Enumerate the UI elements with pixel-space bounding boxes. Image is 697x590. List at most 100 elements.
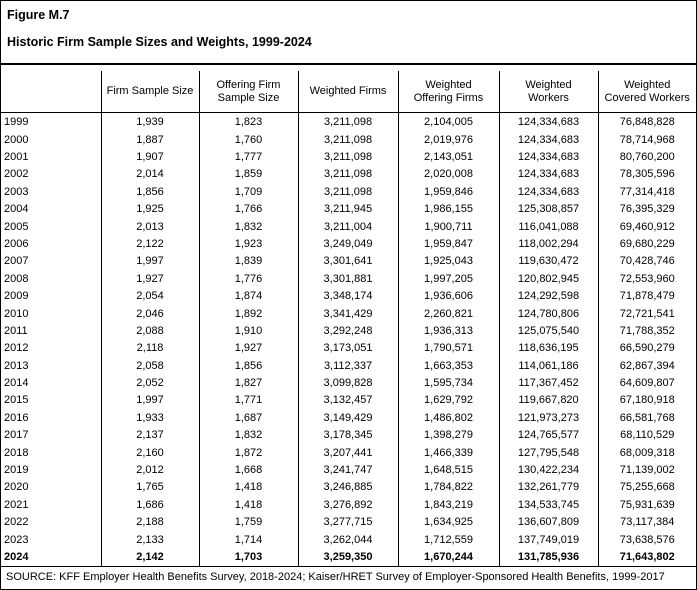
table-header: Firm Sample Size Offering Firm Sample Siz… [1, 70, 696, 114]
year-cell: 2021 [4, 498, 29, 511]
value-cell: 68,110,529 [597, 426, 696, 444]
value-cell: 2,052 [100, 374, 199, 392]
value-cell: 1,832 [198, 426, 298, 444]
value-cell: 125,075,540 [498, 322, 598, 340]
value-cell: 1,923 [198, 235, 298, 253]
value-cell: 1,925 [100, 200, 199, 218]
column-header: Weighted Workers [498, 70, 598, 114]
value-cell: 134,533,745 [498, 496, 598, 514]
value-cell: 3,301,641 [297, 252, 398, 271]
value-cell: 124,334,683 [498, 165, 598, 184]
value-cell: 70,428,746 [597, 252, 696, 271]
value-cell: 71,139,002 [597, 461, 696, 479]
value-cell: 77,314,418 [597, 183, 696, 201]
value-cell: 3,207,441 [297, 443, 398, 462]
table-body: 1999 1,939 1,823 3,211,098 2,104,005 124,334,… [1, 112, 696, 567]
value-cell: 3,211,945 [297, 200, 398, 218]
year-cell: 2008 [4, 272, 29, 285]
value-cell: 1,777 [198, 148, 298, 166]
value-cell: 1,687 [198, 409, 298, 427]
column-header: Firm Sample Size [100, 70, 199, 114]
value-cell: 71,643,802 [597, 548, 696, 567]
value-cell: 1,760 [198, 130, 298, 149]
value-cell: 132,261,779 [498, 478, 598, 497]
value-cell: 3,241,747 [297, 461, 398, 479]
year-cell: 2006 [4, 237, 29, 250]
value-cell: 1,997 [100, 391, 199, 410]
value-cell: 2,020,008 [397, 165, 499, 184]
value-cell: 71,788,352 [597, 322, 696, 340]
value-cell: 69,460,912 [597, 217, 696, 236]
value-cell: 114,061,186 [498, 357, 598, 375]
value-cell: 124,334,683 [498, 130, 598, 149]
value-cell: 75,255,668 [597, 478, 696, 497]
year-cell: 1999 [4, 116, 29, 129]
value-cell: 1,418 [198, 478, 298, 497]
value-cell: 72,553,960 [597, 270, 696, 288]
value-cell: 3,211,098 [297, 112, 398, 131]
value-cell: 1,648,515 [397, 461, 499, 479]
value-cell: 1,936,313 [397, 322, 499, 340]
year-cell: 2017 [4, 429, 29, 442]
value-cell: 117,367,452 [498, 374, 598, 392]
value-cell: 71,878,479 [597, 287, 696, 305]
value-cell: 2,143,051 [397, 148, 499, 166]
value-cell: 1,910 [198, 322, 298, 340]
value-cell: 66,590,279 [597, 339, 696, 358]
table-row: 2009 2,054 1,874 3,348,174 1,936,606 124,292,… [1, 287, 696, 305]
value-cell: 120,802,945 [498, 270, 598, 288]
value-cell: 116,041,088 [498, 217, 598, 236]
table-row: 2012 2,118 1,927 3,173,051 1,790,571 118,636,… [1, 339, 696, 358]
value-cell: 3,348,174 [297, 287, 398, 305]
value-cell: 137,749,019 [498, 530, 598, 549]
value-cell: 78,305,596 [597, 165, 696, 184]
year-cell: 2001 [4, 151, 29, 164]
value-cell: 2,118 [100, 339, 199, 358]
table-row: 2001 1,907 1,777 3,211,098 2,143,051 124,334,… [1, 148, 696, 166]
year-cell: 2022 [4, 516, 29, 529]
source-note: SOURCE: KFF Employer Health Benefits Sur… [1, 566, 696, 589]
value-cell: 3,276,892 [297, 496, 398, 514]
table-row: 2002 2,014 1,859 3,211,098 2,020,008 124,334,… [1, 165, 696, 184]
value-cell: 64,609,807 [597, 374, 696, 392]
value-cell: 2,014 [100, 165, 199, 184]
value-cell: 2,122 [100, 235, 199, 253]
value-cell: 1,959,846 [397, 183, 499, 201]
table-row: 2013 2,058 1,856 3,112,337 1,663,353 114,061,… [1, 357, 696, 375]
table-row: 2016 1,933 1,687 3,149,429 1,486,802 121,973,… [1, 409, 696, 427]
table-row: 2011 2,088 1,910 3,292,248 1,936,313 125,075,… [1, 322, 696, 340]
value-cell: 1,703 [198, 548, 298, 567]
year-cell: 2003 [4, 185, 29, 198]
table-row: 2017 2,137 1,832 3,178,345 1,398,279 124,765,… [1, 426, 696, 444]
value-cell: 1,874 [198, 287, 298, 305]
value-cell: 136,607,809 [498, 513, 598, 531]
value-cell: 2,160 [100, 443, 199, 462]
value-cell: 118,002,294 [498, 235, 598, 253]
value-cell: 3,211,098 [297, 148, 398, 166]
value-cell: 1,986,155 [397, 200, 499, 218]
value-cell: 72,721,541 [597, 304, 696, 323]
year-cell: 2023 [4, 533, 29, 546]
value-cell: 1,466,339 [397, 443, 499, 462]
value-cell: 1,856 [100, 183, 199, 201]
value-cell: 119,630,472 [498, 252, 598, 271]
year-cell: 2005 [4, 220, 29, 233]
value-cell: 1,398,279 [397, 426, 499, 444]
value-cell: 1,709 [198, 183, 298, 201]
value-cell: 68,009,318 [597, 443, 696, 462]
year-cell: 2016 [4, 411, 29, 424]
value-cell: 1,712,559 [397, 530, 499, 549]
value-cell: 2,188 [100, 513, 199, 531]
year-cell: 2002 [4, 168, 29, 181]
value-cell: 3,341,429 [297, 304, 398, 323]
value-cell: 1,686 [100, 496, 199, 514]
value-cell: 2,260,821 [397, 304, 499, 323]
table-row: 2007 1,997 1,839 3,301,641 1,925,043 119,630,… [1, 252, 696, 271]
value-cell: 69,680,229 [597, 235, 696, 253]
value-cell: 1,939 [100, 112, 199, 131]
value-cell: 1,827 [198, 374, 298, 392]
year-cell: 2015 [4, 394, 29, 407]
value-cell: 3,211,098 [297, 165, 398, 184]
value-cell: 1,843,219 [397, 496, 499, 514]
